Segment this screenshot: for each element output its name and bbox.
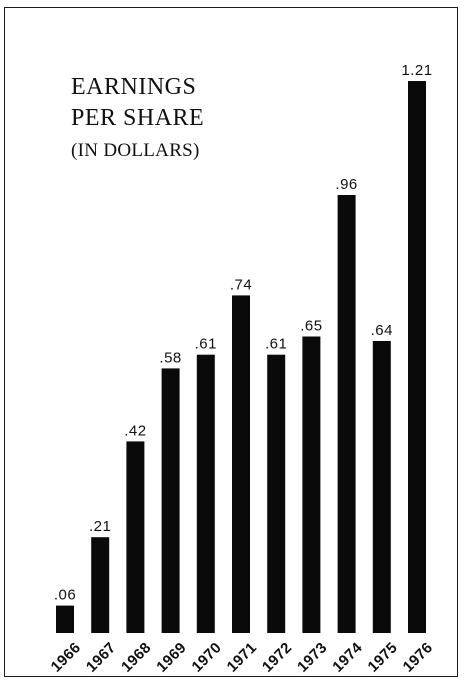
bar-1973: [302, 336, 321, 633]
bar-1972: [267, 354, 286, 633]
value-label-1966: .06: [54, 587, 76, 604]
bar-1966: [56, 605, 74, 633]
x-tick-label-1971: 1971: [224, 639, 260, 675]
value-label-1976: 1.21: [401, 62, 432, 79]
value-label-1975: .64: [371, 322, 393, 339]
value-label-1969: .58: [159, 349, 181, 366]
bar-1974: [337, 195, 356, 633]
value-label-1970: .61: [195, 336, 217, 353]
bar-1976: [408, 81, 426, 633]
value-label-1968: .42: [124, 422, 146, 439]
value-label-1967: .21: [89, 518, 111, 535]
x-tick-label-1975: 1975: [365, 639, 401, 675]
value-label-1973: .65: [300, 318, 322, 335]
chart-frame: [4, 7, 458, 677]
x-tick-label-1968: 1968: [118, 639, 154, 675]
chart-title-line-1: EARNINGS: [71, 74, 197, 100]
bar-1971: [232, 295, 250, 633]
x-tick-label-1969: 1969: [153, 639, 189, 675]
x-tick-label-1972: 1972: [259, 639, 295, 675]
x-tick-label-1974: 1974: [329, 639, 366, 676]
value-label-1972: .61: [265, 336, 287, 353]
bar-1968: [126, 441, 145, 633]
x-tick-label-1967: 1967: [83, 639, 119, 675]
chart-subtitle: (IN DOLLARS): [71, 140, 200, 161]
bar-1969: [161, 368, 180, 633]
bar-1967: [91, 537, 110, 633]
value-label-1971: .74: [230, 276, 252, 293]
bar-1975: [372, 341, 391, 633]
value-label-1974: .96: [335, 176, 357, 193]
x-tick-label-1966: 1966: [48, 639, 84, 675]
chart-title-block: EARNINGS PER SHARE (IN DOLLARS): [71, 72, 204, 164]
x-tick-label-1976: 1976: [400, 639, 436, 675]
x-tick-label-1970: 1970: [189, 639, 225, 675]
x-tick-label-1973: 1973: [294, 639, 330, 675]
bar-1970: [196, 354, 215, 633]
chart-title-line-2: PER SHARE: [71, 105, 205, 131]
